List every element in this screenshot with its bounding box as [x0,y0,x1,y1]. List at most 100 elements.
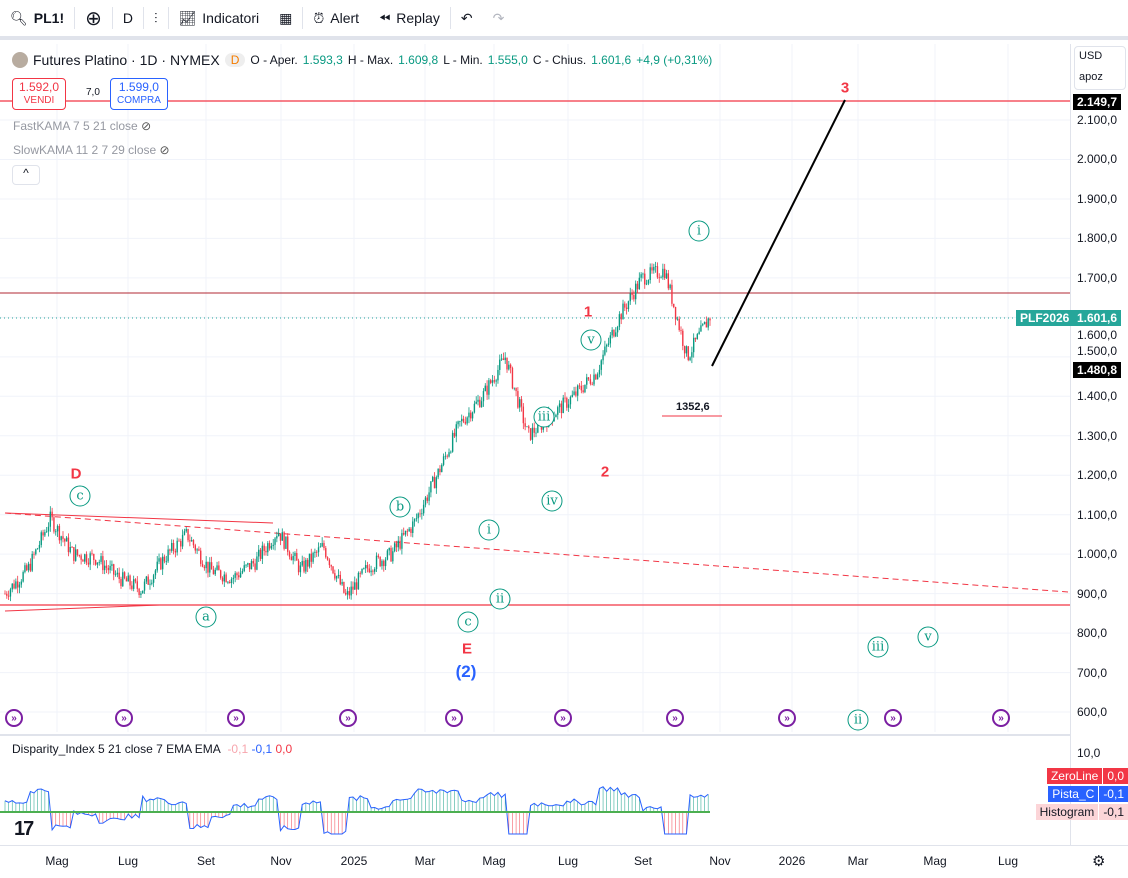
settings-icon[interactable]: ⚙︎ [1092,853,1106,870]
indicator-legend[interactable]: Disparity_Index 5 21 close 7 EMA EMA -0,… [12,742,293,756]
candle-body [69,546,71,553]
price-tick: 1.600,0 [1077,328,1118,342]
time-axis[interactable]: Mag Lug Set Nov 2025 Mar Mag Lug Set Nov 2026 Mar Ma… [0,845,1128,878]
replay-button[interactable]: ⏪︎ Replay [379,9,440,27]
hidden-eye-icon[interactable]: ⊘ [141,119,152,133]
candle-body [363,568,365,570]
sell-button[interactable]: 1.592,0 VENDI [12,78,67,110]
candle-body [181,534,184,547]
event-arrow-icon[interactable]: » [339,709,357,727]
candle-body [270,545,273,549]
candle-body [709,318,711,321]
candle-body [303,560,305,572]
candle-body [268,543,271,549]
currency-scale-menu[interactable]: USD apoz [1074,46,1126,90]
candle-body [15,581,17,589]
candle-body [419,513,421,515]
wave-circle-iii-proj: iii [867,636,889,658]
candle-body [53,517,55,532]
fastkama-legend[interactable]: FastKAMA 7 5 21 close ⊘ [13,119,152,133]
candle-body [457,421,459,425]
candle-body [290,556,293,561]
undo-button[interactable]: ↶ [451,0,483,36]
candle-body [600,360,602,370]
candle-body [11,583,13,590]
candle-body [105,565,108,568]
candle-body [665,273,668,279]
candle-body [462,418,465,422]
candle-body [272,544,274,546]
event-arrow-icon[interactable]: » [115,709,133,727]
candle-body [537,420,539,433]
wave-label-3: 3 [840,79,850,97]
candle-body [341,582,343,585]
candle-body [158,558,160,562]
candle-body [470,412,472,419]
indicator-pane[interactable]: Disparity_Index 5 21 close 7 EMA EMA -0,… [0,734,1070,845]
candle-body [564,397,566,399]
compare-button[interactable]: ⊕ [75,0,112,36]
candle-body [294,553,296,556]
candle-body [56,525,59,532]
candle-body [638,277,641,290]
candle-body [589,379,592,384]
event-arrow-icon[interactable]: » [227,709,245,727]
indicators-button[interactable]: 📈︎ Indicatori [178,9,260,27]
price-tick: 1.700,0 [1077,270,1118,285]
candle-body [6,593,8,596]
tradingview-logo[interactable]: 17 [14,818,34,840]
scale-select[interactable]: apoz [1079,71,1103,83]
hidden-eye-icon[interactable]: ⊘ [159,143,170,157]
candle-body [252,561,254,564]
buy-button[interactable]: 1.599,0 COMPRA [110,78,168,110]
event-arrow-icon[interactable]: » [445,709,463,727]
candle-body [98,561,100,563]
candle-body [167,549,169,562]
market-status-badge: D [224,53,246,67]
triangle-lower-line [4,604,161,612]
event-arrow-icon[interactable]: » [5,709,23,727]
candle-body [265,550,267,553]
candle-body [444,455,447,457]
interval-button[interactable]: D [122,10,134,26]
candle-body [36,548,39,550]
slowkama-legend[interactable]: SlowKAMA 11 2 7 29 close ⊘ [13,143,170,157]
candle-body [379,556,381,567]
event-arrow-icon[interactable]: » [554,709,572,727]
candle-body [49,511,52,527]
candle-body [500,358,503,360]
candle-body [368,568,370,573]
candle-body [24,565,26,573]
candle-body [317,547,320,553]
candle-body [598,369,601,375]
candle-body [160,558,162,570]
event-arrow-icon[interactable]: » [884,709,902,727]
candle-body [370,570,372,573]
price-tick: 1.000,0 [1077,547,1118,562]
candle-body [673,303,675,308]
candle-body [334,573,336,579]
candle-body [660,277,662,279]
candle-body [383,560,385,567]
candle-body [44,532,46,536]
candle-body [142,590,144,594]
redo-button[interactable]: ↷ [483,0,515,36]
templates-button[interactable]: ▦ [269,0,302,36]
currency-select[interactable]: USD [1079,50,1103,62]
collapse-legend-button[interactable]: ^ [12,165,40,185]
event-arrow-icon[interactable]: » [778,709,796,727]
time-tick: 2026 [778,854,806,868]
candle-body [625,307,628,310]
price-axis[interactable]: USD apoz 2.100,0 2.000,0 1.900,0 1.800,0 1.7… [1016,44,1128,845]
price-chart[interactable]: Futures Platino · 1D · NYMEX D O - Aper.… [0,44,1070,732]
candle-body [256,556,258,570]
candle-body [707,318,709,328]
event-arrow-icon[interactable]: » [992,709,1010,727]
candle-body [687,346,689,361]
symbol-search[interactable]: 🔍︎ PL1! [10,9,65,27]
candle-body [248,563,251,570]
candle-body [125,578,128,582]
alert-button[interactable]: ⏰︎ Alert [313,9,360,27]
event-arrow-icon[interactable]: » [666,709,684,727]
chart-type-button[interactable]: ⫶ [144,0,168,36]
